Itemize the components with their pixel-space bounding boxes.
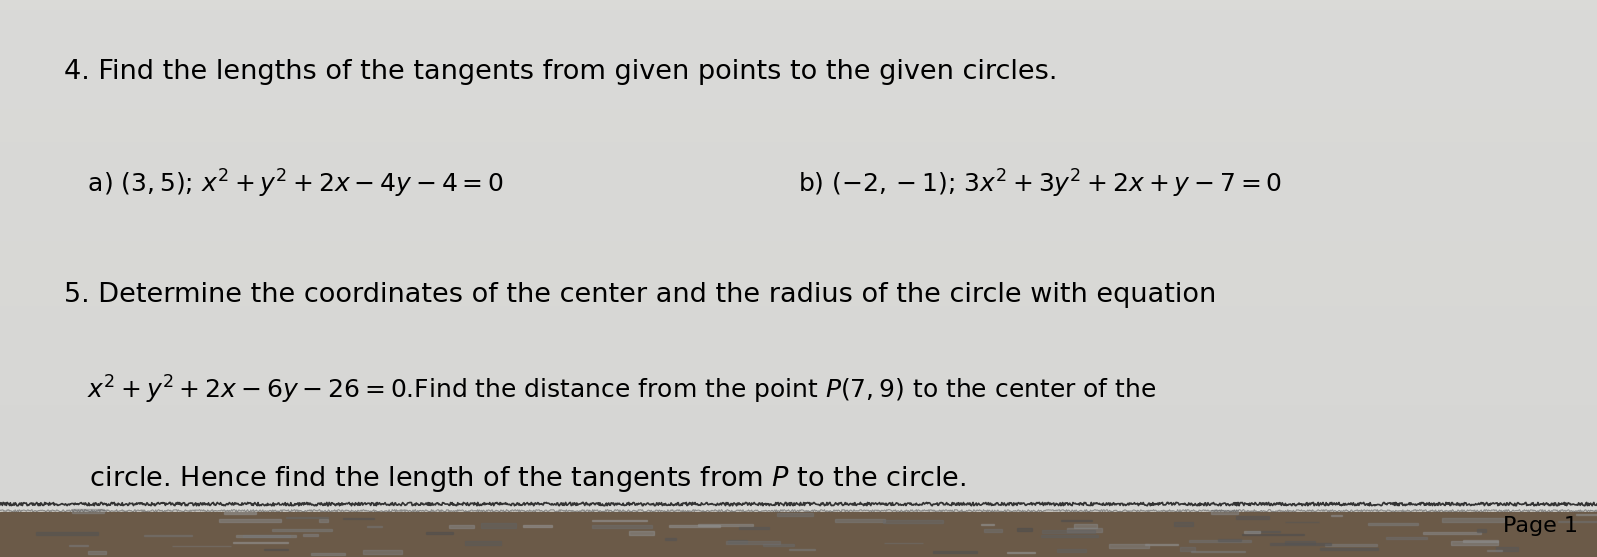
Bar [1559, 521, 1597, 522]
Bar [69, 545, 88, 546]
Bar [311, 554, 345, 555]
Bar [1247, 531, 1281, 532]
Bar [1017, 527, 1032, 531]
Bar [1006, 551, 1035, 553]
Bar [1369, 523, 1418, 525]
Bar [243, 535, 291, 537]
Bar [1236, 516, 1268, 519]
Bar [363, 550, 402, 554]
Bar [883, 520, 944, 522]
Bar [1487, 550, 1501, 551]
Bar [224, 511, 256, 515]
Bar [629, 531, 655, 535]
Bar [1067, 529, 1102, 532]
Bar [1060, 520, 1092, 521]
Bar [698, 524, 752, 526]
Bar [1190, 540, 1252, 543]
Bar [1423, 532, 1480, 534]
Bar [1386, 536, 1428, 539]
Bar [1286, 541, 1314, 544]
Bar [1211, 510, 1238, 514]
Bar [236, 535, 297, 538]
Bar [219, 519, 281, 522]
Bar [37, 532, 97, 535]
Bar [1452, 540, 1498, 545]
Bar [1463, 540, 1498, 542]
Bar [1073, 524, 1097, 528]
Bar [1043, 530, 1096, 533]
Bar [449, 525, 474, 527]
Bar [1324, 544, 1377, 546]
Text: $x^2+y^2+2x-6y-26=0$.Find the distance from the point $P(7,9)$ to the center of : $x^2+y^2+2x-6y-26=0$.Find the distance f… [64, 374, 1156, 406]
Bar [984, 529, 1001, 532]
Bar [522, 525, 553, 527]
Bar [1057, 549, 1086, 553]
Bar [728, 540, 747, 543]
Bar [981, 524, 995, 525]
Bar [835, 519, 885, 522]
Bar [481, 524, 516, 527]
Bar [286, 517, 327, 519]
Bar [72, 509, 104, 514]
Text: 5. Determine the coordinates of the center and the radius of the circle with equ: 5. Determine the coordinates of the cent… [64, 282, 1217, 308]
Bar [778, 513, 813, 516]
Bar [739, 527, 768, 529]
Bar [265, 549, 287, 550]
Bar [1219, 539, 1241, 541]
Bar [725, 541, 779, 544]
Bar [763, 544, 794, 546]
Bar [233, 542, 287, 543]
Bar [343, 518, 374, 519]
Bar [669, 525, 720, 527]
Text: a) $(3,5)$; $x^2+y^2+2x-4y-4=0$: a) $(3,5)$; $x^2+y^2+2x-4y-4=0$ [64, 168, 503, 200]
Bar [319, 519, 327, 522]
Bar [1041, 535, 1097, 537]
Bar [1108, 544, 1150, 548]
Bar [1319, 548, 1378, 550]
Bar [1496, 548, 1517, 551]
Bar [1174, 522, 1193, 526]
Bar [1442, 518, 1504, 521]
Bar [0, 512, 1597, 557]
Bar [88, 551, 107, 554]
Bar [592, 525, 652, 529]
Bar [664, 538, 676, 540]
Bar [1477, 529, 1487, 532]
Text: Page 1: Page 1 [1503, 516, 1578, 536]
Text: 4. Find the lengths of the tangents from given points to the given circles.: 4. Find the lengths of the tangents from… [64, 60, 1057, 85]
Bar [1180, 547, 1196, 551]
Bar [144, 535, 192, 536]
Bar [1191, 551, 1246, 552]
Bar [789, 549, 816, 550]
Bar [592, 520, 647, 521]
Text: b) $(-2,-1)$; $3x^2+3y^2+2x+y-7=0$: b) $(-2,-1)$; $3x^2+3y^2+2x+y-7=0$ [798, 168, 1282, 200]
Bar [426, 531, 454, 534]
Bar [302, 534, 318, 536]
Bar [1270, 543, 1330, 545]
Bar [1241, 534, 1303, 535]
Bar [1244, 531, 1260, 533]
Bar [933, 551, 977, 553]
Text: circle. Hence find the length of the tangents from $P$ to the circle.: circle. Hence find the length of the tan… [64, 464, 966, 494]
Bar [1145, 544, 1179, 545]
Bar [273, 529, 332, 531]
Bar [367, 526, 382, 527]
Bar [1330, 515, 1341, 516]
Bar [465, 541, 501, 545]
Bar [1576, 514, 1597, 515]
